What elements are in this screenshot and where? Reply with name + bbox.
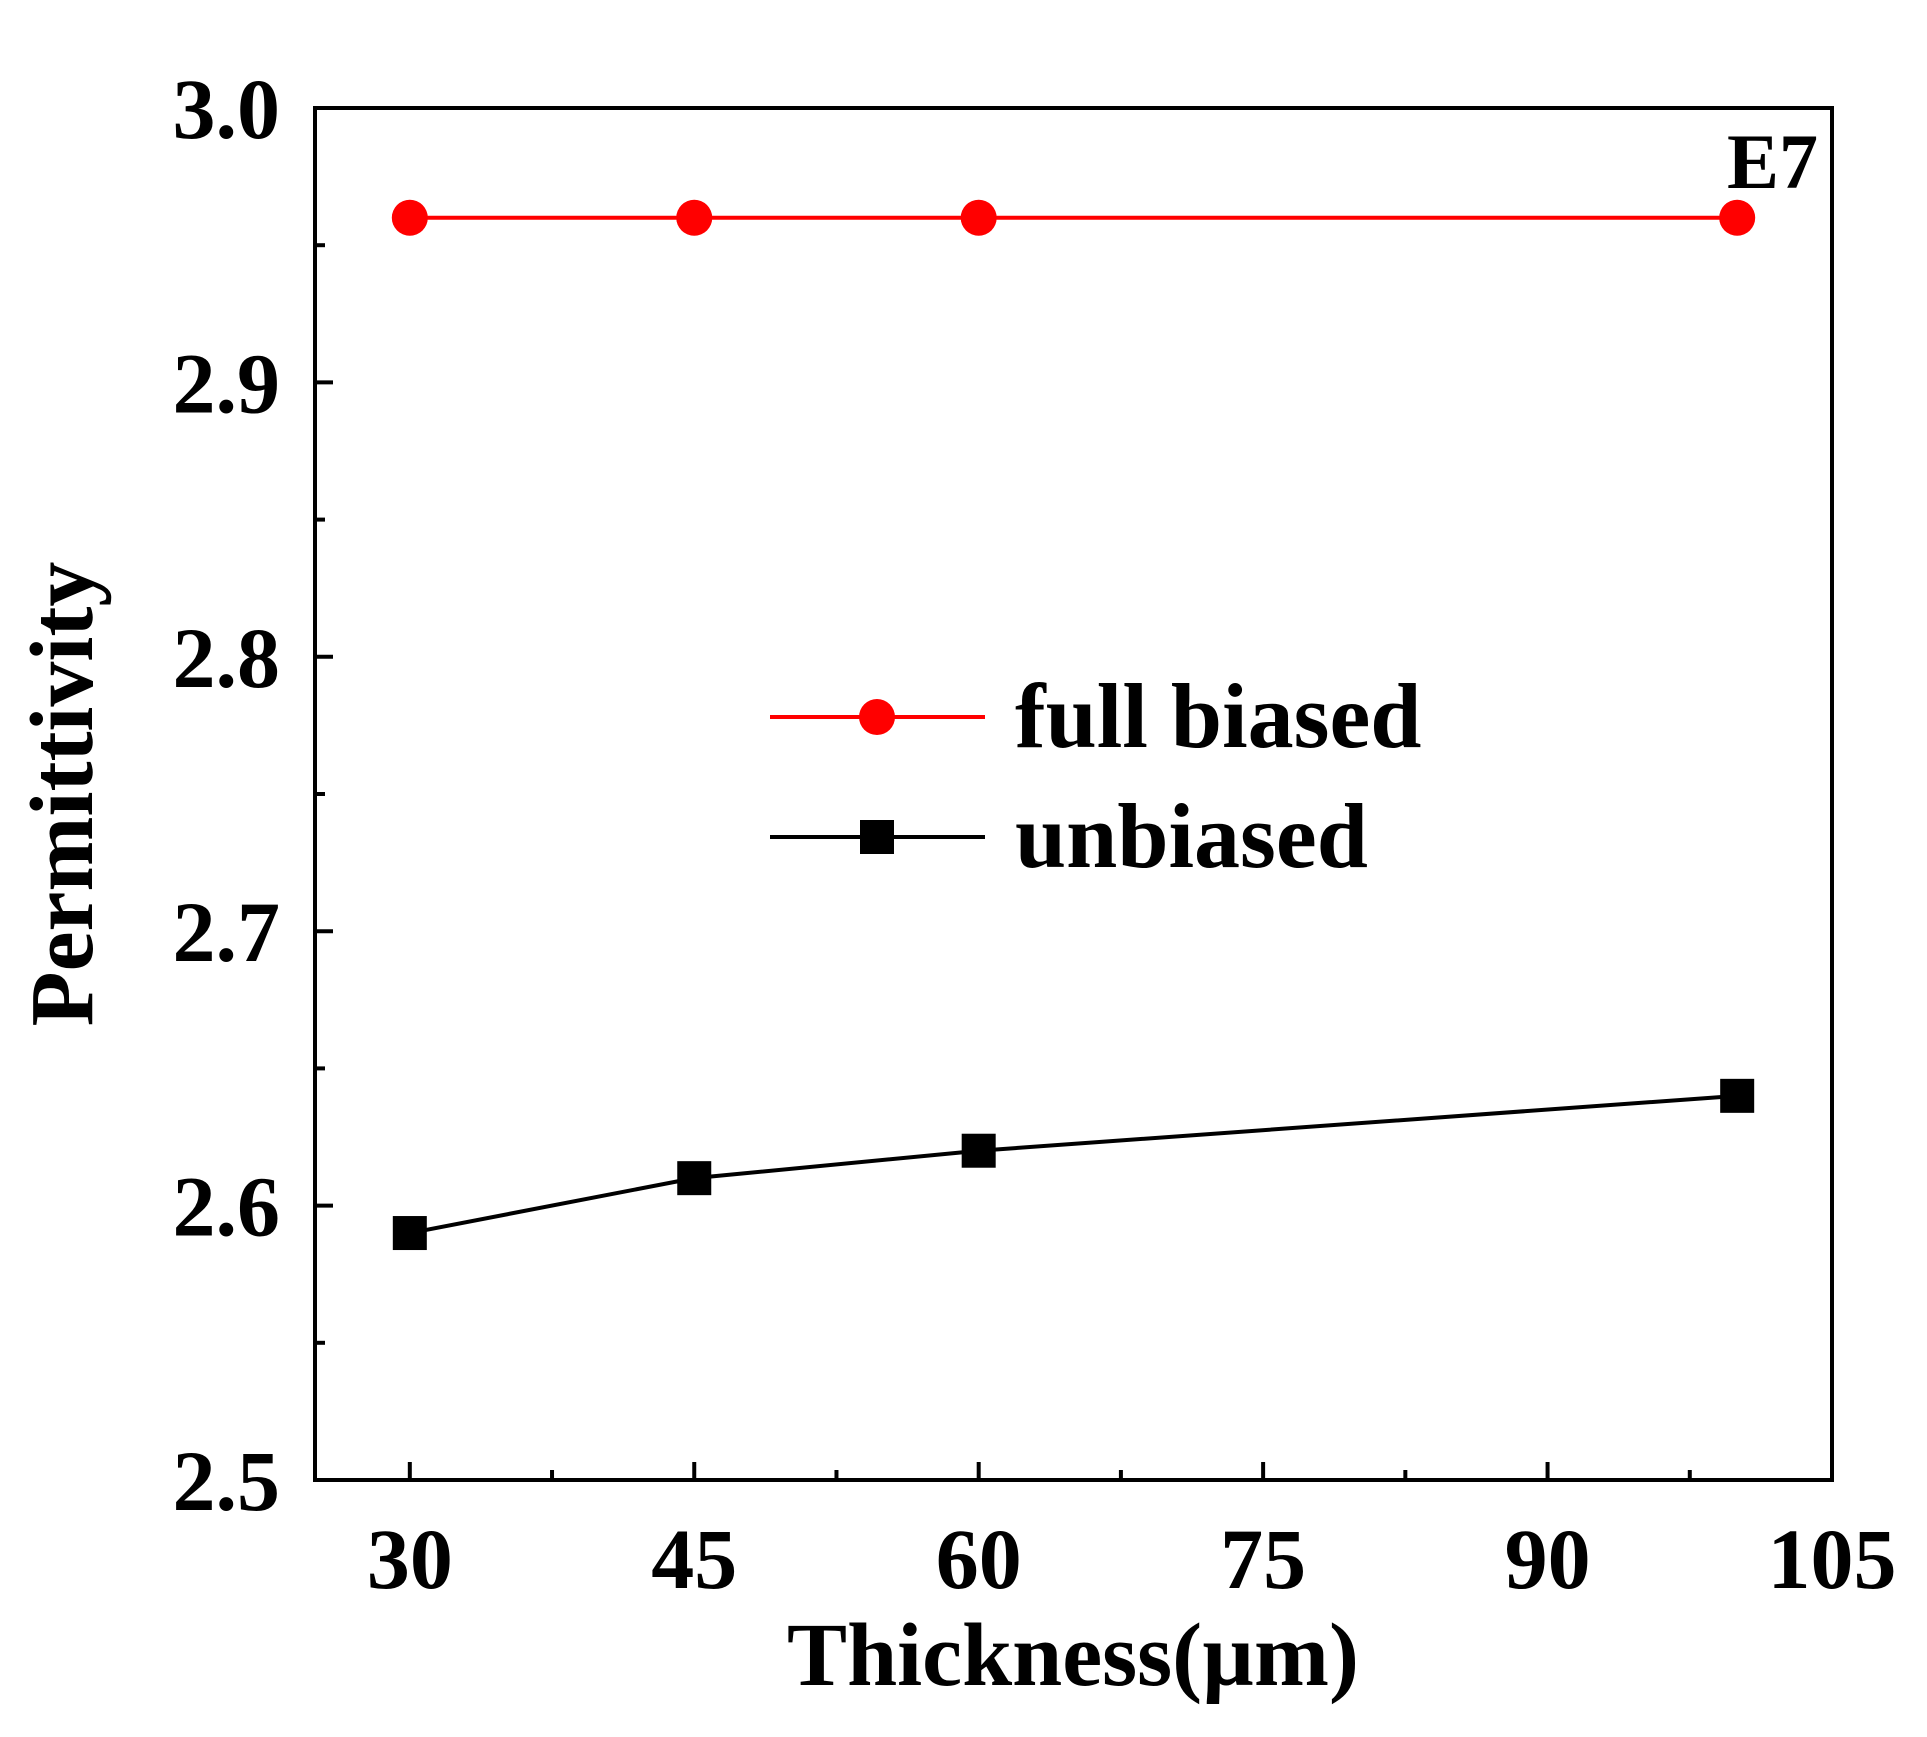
- legend-marker-square: [860, 820, 894, 854]
- x-axis-title: Thickness(µm): [787, 1606, 1359, 1705]
- data-point-square: [1720, 1078, 1755, 1113]
- data-series: [391, 199, 1756, 1251]
- legend: full biased unbiased: [770, 665, 1421, 887]
- y-axis-title: Permittivity: [13, 562, 112, 1027]
- x-tick-label: 30: [367, 1511, 453, 1607]
- legend-marker-circle: [859, 699, 895, 735]
- data-point-square: [961, 1133, 996, 1168]
- series-line-1: [409, 1093, 1738, 1236]
- x-tick-label: 105: [1768, 1511, 1897, 1607]
- x-tick-label: 45: [651, 1511, 737, 1607]
- data-point-circle: [676, 199, 713, 236]
- y-tick-label: 2.7: [173, 884, 281, 980]
- data-point-square: [677, 1161, 712, 1196]
- data-point-circle: [1719, 199, 1756, 236]
- annotation-label: E7: [1727, 118, 1818, 205]
- legend-label-1: unbiased: [1015, 785, 1368, 887]
- y-tick-label: 2.8: [173, 610, 281, 706]
- data-point-square: [392, 1216, 427, 1251]
- data-point-circle: [391, 199, 428, 236]
- y-tick-label: 2.9: [173, 335, 281, 431]
- x-tick-label: 90: [1505, 1511, 1591, 1607]
- data-point-circle: [960, 199, 997, 236]
- legend-label-0: full biased: [1015, 665, 1421, 767]
- axis-ticks: 30 45 60 75 90 105 2.5 2.6 2.7 2.8 2.9 3.0: [173, 61, 1897, 1607]
- x-tick-label: 75: [1220, 1511, 1306, 1607]
- y-tick-label: 2.5: [173, 1433, 281, 1529]
- y-tick-label: 3.0: [173, 61, 281, 157]
- y-tick-label: 2.6: [173, 1159, 281, 1255]
- x-tick-label: 60: [936, 1511, 1022, 1607]
